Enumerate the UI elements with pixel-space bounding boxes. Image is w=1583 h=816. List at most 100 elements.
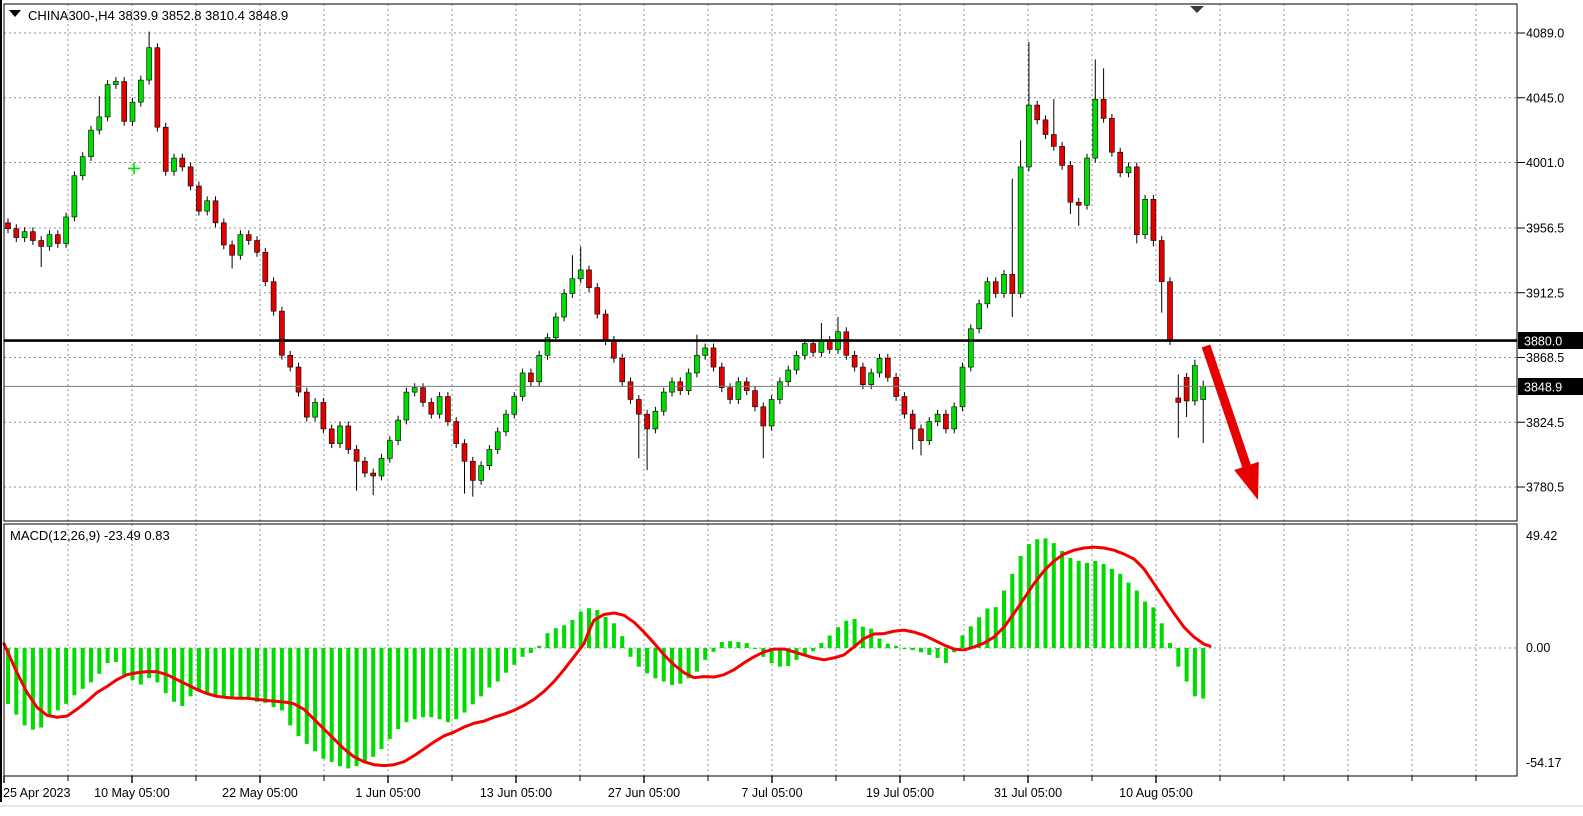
macd-histogram-bar [255, 648, 259, 702]
macd-histogram-bar [346, 648, 351, 769]
candle [1158, 240, 1165, 283]
macd-histogram-bar [977, 617, 982, 648]
candle [503, 413, 509, 433]
macd-histogram-bar [528, 648, 533, 653]
candle [237, 234, 244, 256]
price-tick-label: 3912.5 [1526, 286, 1564, 300]
time-label: 22 May 05:00 [222, 786, 298, 800]
macd-histogram-bar [653, 648, 658, 679]
candle [171, 157, 177, 172]
macd-histogram-bar [296, 648, 301, 737]
candle [411, 387, 418, 393]
macd-histogram-bar [445, 648, 450, 723]
macd-histogram-bar [80, 648, 85, 689]
candle [212, 200, 219, 224]
macd-histogram-bar [744, 643, 749, 648]
macd-histogram-bar [130, 648, 135, 681]
trend-arrow-shaft[interactable] [1201, 344, 1251, 468]
macd-histogram-bar [39, 648, 44, 728]
svg-text:3848.9: 3848.9 [1524, 381, 1562, 395]
candle [13, 228, 20, 238]
macd-histogram-bar [221, 648, 226, 697]
candle [386, 440, 393, 459]
candle [1075, 201, 1082, 206]
macd-histogram-bar [338, 648, 342, 767]
macd-histogram-bar [362, 648, 367, 762]
macd-histogram-bar [205, 648, 210, 694]
candle [38, 240, 45, 247]
macd-histogram-bar [379, 648, 384, 750]
candle [627, 381, 634, 400]
candle [611, 340, 617, 359]
candle [146, 47, 152, 81]
chart-shift-marker-icon[interactable] [1190, 6, 1204, 13]
candle [71, 175, 78, 218]
macd-histogram-bar [1085, 562, 1089, 648]
candle [801, 343, 808, 356]
macd-histogram-bar [943, 648, 948, 664]
macd-histogram-bar [72, 648, 77, 696]
annotations-layer[interactable] [128, 162, 1259, 500]
candle [303, 391, 310, 418]
candle [428, 402, 435, 415]
candle [735, 381, 742, 400]
trend-arrow-head[interactable] [1234, 461, 1259, 500]
candle [370, 472, 377, 477]
macd-histogram-bar [271, 648, 276, 708]
candle [984, 281, 991, 305]
macd-histogram-bar [628, 648, 633, 657]
candle [445, 396, 451, 422]
candle [138, 79, 144, 103]
candle [1034, 104, 1040, 121]
macd-histogram-bar [230, 648, 235, 698]
macd-histogram-bar [877, 638, 882, 648]
macd-histogram-bar [719, 641, 724, 648]
candle [635, 399, 642, 415]
candle [229, 244, 235, 256]
candle [395, 419, 401, 441]
candle [1192, 365, 1198, 402]
candle [1175, 397, 1182, 403]
candle [577, 269, 584, 280]
candle [1042, 119, 1049, 135]
macd-histogram-bar [6, 648, 10, 704]
candles-layer [5, 31, 1206, 497]
candle [420, 387, 426, 403]
candle [644, 413, 650, 430]
macd-histogram-bar [686, 648, 691, 679]
candle [918, 428, 924, 441]
macd-histogram-bar [1076, 560, 1081, 648]
candle [129, 101, 136, 122]
macd-histogram-bar [753, 648, 757, 649]
macd-histogram-bar [113, 648, 118, 662]
time-label: 10 Aug 05:00 [1119, 786, 1193, 800]
chart-title: CHINA300-,H4 3839.9 3852.8 3810.4 3848.9 [28, 8, 288, 23]
candle [469, 460, 476, 481]
candle [461, 443, 468, 462]
macd-histogram-bar [1043, 538, 1048, 648]
macd-histogram-bar [927, 648, 932, 655]
candle [1200, 386, 1206, 400]
main-panel-border [3, 3, 1518, 522]
candle [254, 240, 260, 253]
macd-histogram-bar [188, 648, 193, 697]
macd-histogram-bar [1002, 590, 1006, 648]
macd-histogram-bar [603, 616, 608, 648]
candle [179, 157, 186, 168]
candle [1001, 274, 1007, 294]
candle [519, 372, 526, 397]
candle [1067, 165, 1074, 203]
candle [1183, 377, 1190, 402]
macd-histogram-bar [537, 645, 542, 648]
current-price-badge: 3848.9 [1518, 378, 1583, 395]
candle [204, 200, 210, 212]
candle [245, 234, 252, 241]
macd-histogram-bar [670, 648, 674, 685]
horizontal-level-lines[interactable] [4, 339, 1517, 387]
price-tick-label: 3868.5 [1526, 351, 1564, 365]
candle [1026, 104, 1032, 168]
candle [121, 81, 127, 122]
macd-histogram-bar [55, 648, 60, 711]
